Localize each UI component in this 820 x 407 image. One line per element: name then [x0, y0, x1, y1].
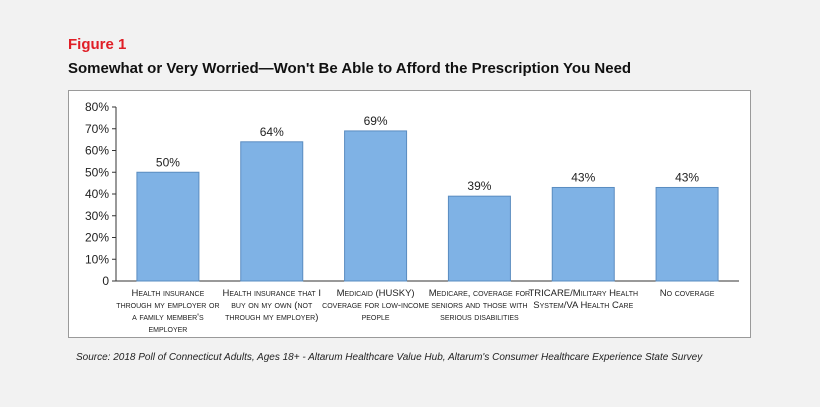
x-category-label: Medicaid (HUSKY) coverage for low-income… — [322, 288, 429, 323]
bar-chart: 0 10% 20% 30% 40% 50% 60% 70% 80% 50% 64% 69% 39% 43%… — [85, 100, 739, 288]
bar — [240, 141, 304, 282]
y-tick-label: 40% — [85, 187, 109, 201]
bar-value-label: 39% — [467, 179, 491, 193]
bar — [136, 171, 200, 282]
y-tick-label: 60% — [85, 144, 109, 158]
bar-value-label: 43% — [675, 170, 699, 184]
bar — [551, 186, 615, 282]
figure-label: Figure 1 — [68, 36, 127, 53]
bar — [447, 195, 511, 282]
y-tick-label: 30% — [85, 209, 109, 223]
chart-container: 0 10% 20% 30% 40% 50% 60% 70% 80% 50% 64% 69% 39% 43%… — [68, 90, 751, 338]
x-category-label: TRICARE/Military Health System/VA Health… — [528, 288, 639, 311]
y-tick-label: 20% — [85, 231, 109, 245]
source-note: Source: 2018 Poll of Connecticut Adults,… — [76, 352, 703, 363]
bar — [344, 130, 408, 282]
bar-value-label: 64% — [260, 125, 284, 139]
y-tick-label: 0 — [102, 274, 109, 288]
y-tick-label: 50% — [85, 165, 109, 179]
y-tick-label: 70% — [85, 122, 109, 136]
x-category-label: Health insurance that I buy on my own (n… — [222, 288, 321, 323]
bar-value-label: 69% — [364, 114, 388, 128]
bar-value-label: 50% — [156, 155, 180, 169]
bar — [655, 186, 719, 282]
figure-title: Somewhat or Very Worried—Won't Be Able t… — [68, 60, 632, 77]
x-category-label: Medicare, coverage for seniors and those… — [428, 288, 531, 323]
x-category-label: Health insurance through my employer or … — [116, 288, 220, 335]
y-tick-label: 80% — [85, 100, 109, 114]
y-tick-label: 10% — [85, 252, 109, 266]
bar-value-label: 43% — [571, 170, 595, 184]
x-category-label: No coverage — [659, 288, 715, 299]
